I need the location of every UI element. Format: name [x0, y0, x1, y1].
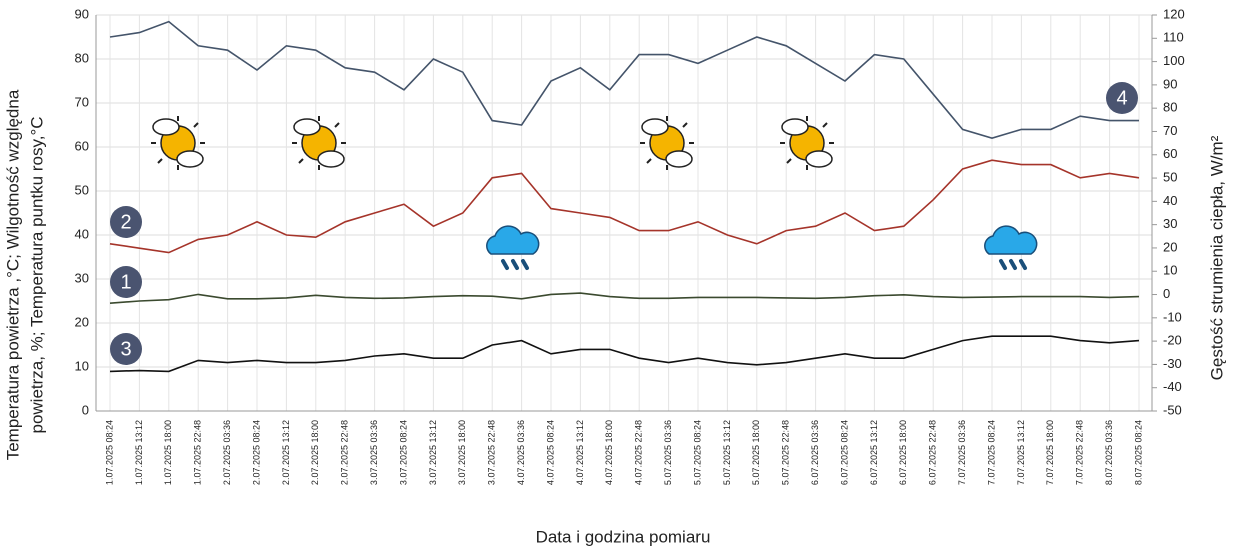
x-tick-label: 7.07.2025 13:12	[1016, 420, 1026, 485]
x-tick-label: 5.07.2025 18:00	[751, 420, 761, 485]
x-tick-label: 3.07.2025 03:36	[369, 420, 379, 485]
x-tick-label: 2.07.2025 03:36	[222, 420, 232, 485]
x-axis-title: Data i godzina pomiaru	[536, 527, 711, 546]
series-line	[109, 292, 1140, 304]
y2-tick-label: 20	[1163, 239, 1177, 254]
y-axis-title: Temperatura powietrza ,°C; Wilgotność wz…	[3, 89, 22, 460]
sun-cloud-icon	[292, 116, 346, 170]
y2-tick-label: -40	[1163, 379, 1182, 394]
series-line	[109, 20, 1139, 140]
y2-tick-label: 30	[1163, 216, 1177, 231]
y2-tick-label: 120	[1163, 6, 1185, 21]
y2-tick-label: 110	[1163, 30, 1184, 45]
legend-label: 1	[120, 271, 131, 293]
y2-tick-label: 80	[1163, 100, 1177, 115]
y-tick-label: 30	[75, 270, 89, 285]
legend-badge	[110, 266, 142, 298]
x-tick-label: 2.07.2025 08:24	[251, 420, 261, 485]
x-tick-label: 7.07.2025 18:00	[1045, 420, 1055, 485]
x-tick-label: 3.07.2025 18:00	[457, 420, 467, 485]
x-tick-label: 3.07.2025 22:48	[487, 420, 497, 485]
rain-icon	[984, 225, 1038, 270]
x-tick-label: 7.07.2025 03:36	[957, 420, 967, 485]
y2-tick-label: 0	[1163, 286, 1170, 301]
x-tick-label: 1.07.2025 08:24	[104, 420, 114, 485]
x-tick-label: 1.07.2025 13:12	[134, 420, 144, 485]
x-tick-label: 7.07.2025 08:24	[986, 420, 996, 485]
x-tick-label: 1.07.2025 18:00	[163, 420, 173, 485]
y-tick-label: 50	[75, 182, 89, 197]
y-tick-label: 80	[75, 50, 89, 65]
x-tick-label: 6.07.2025 22:48	[928, 420, 938, 485]
x-tick-label: 4.07.2025 18:00	[604, 420, 614, 485]
y2-tick-label: 90	[1163, 76, 1177, 91]
legend-badge	[110, 206, 142, 238]
x-tick-label: 4.07.2025 03:36	[516, 420, 526, 485]
y-tick-label: 10	[75, 358, 89, 373]
x-tick-label: 2.07.2025 18:00	[310, 420, 320, 485]
series-line	[109, 335, 1140, 373]
y2-axis-title: Gęstość strumienia ciepła, W/m²	[1207, 135, 1226, 380]
rain-icon	[486, 225, 540, 270]
y-tick-label: 20	[75, 314, 89, 329]
x-tick-label: 2.07.2025 13:12	[281, 420, 291, 485]
x-tick-label: 3.07.2025 13:12	[428, 420, 438, 485]
sun-cloud-icon	[780, 116, 834, 170]
legend-label: 2	[120, 211, 131, 233]
y2-tick-label: 50	[1163, 169, 1177, 184]
y-tick-label: 0	[82, 402, 89, 417]
x-tick-label: 5.07.2025 08:24	[692, 420, 702, 485]
x-tick-label: 4.07.2025 22:48	[634, 420, 644, 485]
sun-cloud-icon	[151, 116, 205, 170]
legend-label: 4	[1116, 87, 1127, 109]
y2-tick-label: 40	[1163, 193, 1177, 208]
x-tick-label: 6.07.2025 13:12	[869, 420, 879, 485]
x-tick-label: 2.07.2025 22:48	[340, 420, 350, 485]
y2-tick-label: -10	[1163, 309, 1182, 324]
x-tick-label: 6.07.2025 03:36	[810, 420, 820, 485]
y2-tick-label: -30	[1163, 356, 1182, 371]
x-tick-label: 7.07.2025 22:48	[1075, 420, 1085, 485]
sun-cloud-icon	[640, 116, 694, 170]
series-line	[109, 159, 1140, 254]
x-tick-label: 4.07.2025 08:24	[545, 420, 555, 485]
y2-tick-label: -50	[1163, 402, 1182, 417]
x-tick-label: 6.07.2025 08:24	[839, 420, 849, 485]
x-tick-label: 6.07.2025 18:00	[898, 420, 908, 485]
y-axis-title: powietrza, %; Temperatura puntku rosy,°C	[27, 116, 46, 433]
legend-badge	[110, 333, 142, 365]
weather-icons	[151, 116, 1038, 270]
x-tick-label: 1.07.2025 22:48	[193, 420, 203, 485]
y-tick-label: 60	[75, 138, 89, 153]
x-tick-label: 3.07.2025 08:24	[398, 420, 408, 485]
y-tick-label: 40	[75, 226, 89, 241]
legend-badge	[1106, 82, 1138, 114]
legend-label: 3	[120, 338, 131, 360]
y2-tick-label: -20	[1163, 333, 1182, 348]
x-tick-label: 8.07.2025 08:24	[1133, 420, 1143, 485]
x-tick-label: 5.07.2025 03:36	[663, 420, 673, 485]
y-tick-label: 70	[75, 94, 89, 109]
x-tick-label: 5.07.2025 13:12	[722, 420, 732, 485]
y2-tick-label: 60	[1163, 146, 1177, 161]
x-tick-label: 5.07.2025 22:48	[781, 420, 791, 485]
y2-tick-label: 70	[1163, 123, 1177, 138]
x-tick-label: 8.07.2025 03:36	[1104, 420, 1114, 485]
x-tick-label: 4.07.2025 13:12	[575, 420, 585, 485]
y-tick-label: 90	[75, 6, 89, 21]
y2-tick-label: 10	[1163, 263, 1177, 278]
y2-tick-label: 100	[1163, 53, 1185, 68]
